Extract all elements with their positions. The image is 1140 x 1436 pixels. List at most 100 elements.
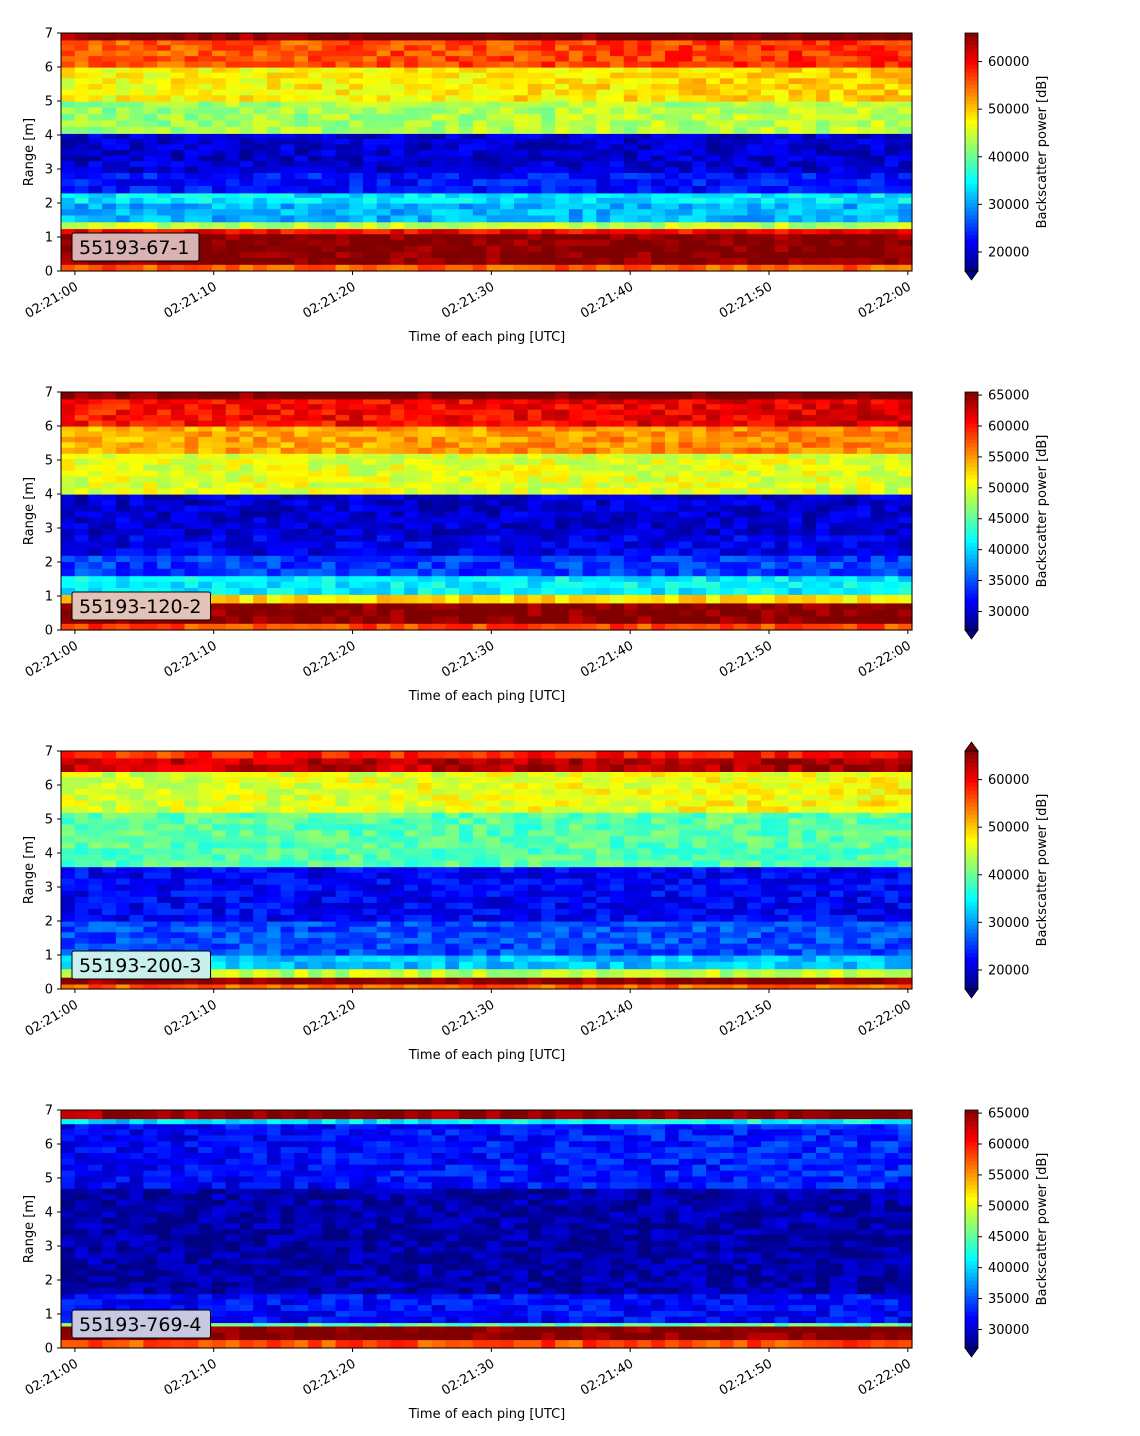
heatmap-cell — [266, 505, 282, 513]
heatmap-cell — [733, 436, 748, 443]
heatmap-cell — [376, 616, 392, 624]
heatmap-cell — [582, 50, 597, 57]
heatmap-cell — [870, 447, 886, 454]
heatmap-cell — [459, 107, 474, 115]
heatmap-cell — [870, 415, 886, 422]
heatmap-cell — [898, 203, 913, 210]
heatmap-cell — [294, 528, 309, 536]
heatmap-cell — [664, 505, 680, 513]
heatmap-cell — [308, 415, 323, 422]
heatmap-cell — [294, 511, 309, 518]
heatmap-cell — [829, 548, 844, 556]
heatmap-cell — [417, 209, 433, 217]
heatmap-cell — [527, 499, 543, 507]
heatmap-cell — [500, 155, 515, 162]
heatmap-cell — [884, 61, 899, 68]
heatmap-cell — [513, 488, 529, 495]
heatmap-cell — [308, 534, 323, 543]
heatmap-cell — [623, 517, 639, 524]
heatmap-cell — [143, 404, 158, 411]
heatmap-cell — [431, 39, 446, 46]
heatmap-cell — [568, 78, 584, 85]
heatmap-cell — [157, 209, 172, 217]
heatmap-cell — [706, 523, 721, 530]
colorbar-segment — [965, 68, 978, 74]
heatmap-cell — [253, 431, 268, 438]
heatmap-cell — [294, 436, 309, 443]
heatmap-cell — [884, 581, 899, 589]
heatmap-cell — [555, 404, 570, 411]
heatmap-cell — [898, 186, 913, 194]
heatmap-cell — [857, 470, 872, 478]
heatmap-cell — [170, 398, 186, 405]
heatmap-cell — [500, 239, 515, 247]
heatmap-cell — [527, 113, 543, 121]
heatmap-cell — [253, 436, 268, 443]
heatmap-cell — [747, 95, 762, 102]
heatmap-cell — [417, 245, 433, 253]
heatmap-cell — [184, 555, 199, 563]
heatmap-cell — [129, 133, 144, 140]
heatmap-cell — [445, 488, 460, 495]
heatmap-cell — [857, 120, 872, 128]
heatmap-cell — [211, 420, 227, 427]
heatmap-cell — [349, 453, 364, 460]
heatmap-cell — [678, 239, 693, 247]
heatmap-cell — [719, 415, 735, 422]
heatmap-cell — [761, 609, 776, 617]
heatmap-cell — [788, 144, 803, 151]
heatmap-cell — [349, 431, 364, 438]
heatmap-cell — [266, 459, 282, 466]
heatmap-cell — [513, 144, 529, 151]
heatmap-cell — [266, 245, 282, 253]
heatmap-cell — [198, 172, 213, 180]
heatmap-cell — [870, 39, 886, 46]
heatmap-cell — [788, 203, 803, 210]
heatmap-cell — [390, 431, 405, 438]
heatmap-cell — [500, 588, 515, 595]
heatmap-cell — [747, 436, 762, 443]
heatmap-cell — [692, 120, 707, 128]
heatmap-cell — [582, 150, 597, 157]
heatmap-cell — [664, 203, 680, 210]
heatmap-cell — [459, 459, 474, 466]
heatmap-cell — [761, 113, 776, 121]
heatmap-cell — [582, 494, 597, 501]
heatmap-cell — [623, 534, 639, 543]
heatmap-cell — [788, 505, 803, 513]
heatmap-cell — [184, 568, 199, 577]
heatmap-cell — [513, 517, 529, 524]
heatmap-cell — [472, 482, 488, 489]
heatmap-cell — [308, 245, 323, 253]
heatmap-cell — [870, 239, 886, 247]
heatmap-cell — [253, 172, 268, 180]
heatmap-cell — [486, 523, 501, 530]
heatmap-cell — [596, 197, 611, 204]
heatmap-cell — [527, 436, 543, 443]
heatmap-cell — [459, 209, 474, 217]
heatmap-cell — [280, 39, 295, 46]
heatmap-cell — [431, 258, 446, 265]
heatmap-cell — [115, 113, 131, 121]
heatmap-cell — [88, 113, 103, 121]
heatmap-cell — [390, 426, 405, 433]
heatmap-cell — [500, 150, 515, 157]
heatmap-cell — [225, 548, 241, 556]
heatmap-cell — [404, 39, 419, 46]
heatmap-cell — [843, 166, 858, 173]
heatmap-cell — [349, 409, 364, 416]
heatmap-cell — [335, 426, 350, 433]
heatmap-cell — [678, 447, 693, 454]
heatmap-cell — [678, 404, 693, 411]
heatmap-cell — [61, 534, 76, 543]
heatmap-cell — [692, 203, 707, 210]
heatmap-cell — [857, 84, 872, 91]
heatmap-cell — [143, 464, 158, 472]
heatmap-cell — [321, 392, 337, 400]
heatmap-cell — [74, 494, 90, 501]
heatmap-cell — [541, 258, 556, 265]
heatmap-cell — [349, 482, 364, 489]
heatmap-cell — [211, 541, 227, 549]
heatmap-cell — [266, 464, 282, 472]
heatmap-cell — [266, 534, 282, 543]
